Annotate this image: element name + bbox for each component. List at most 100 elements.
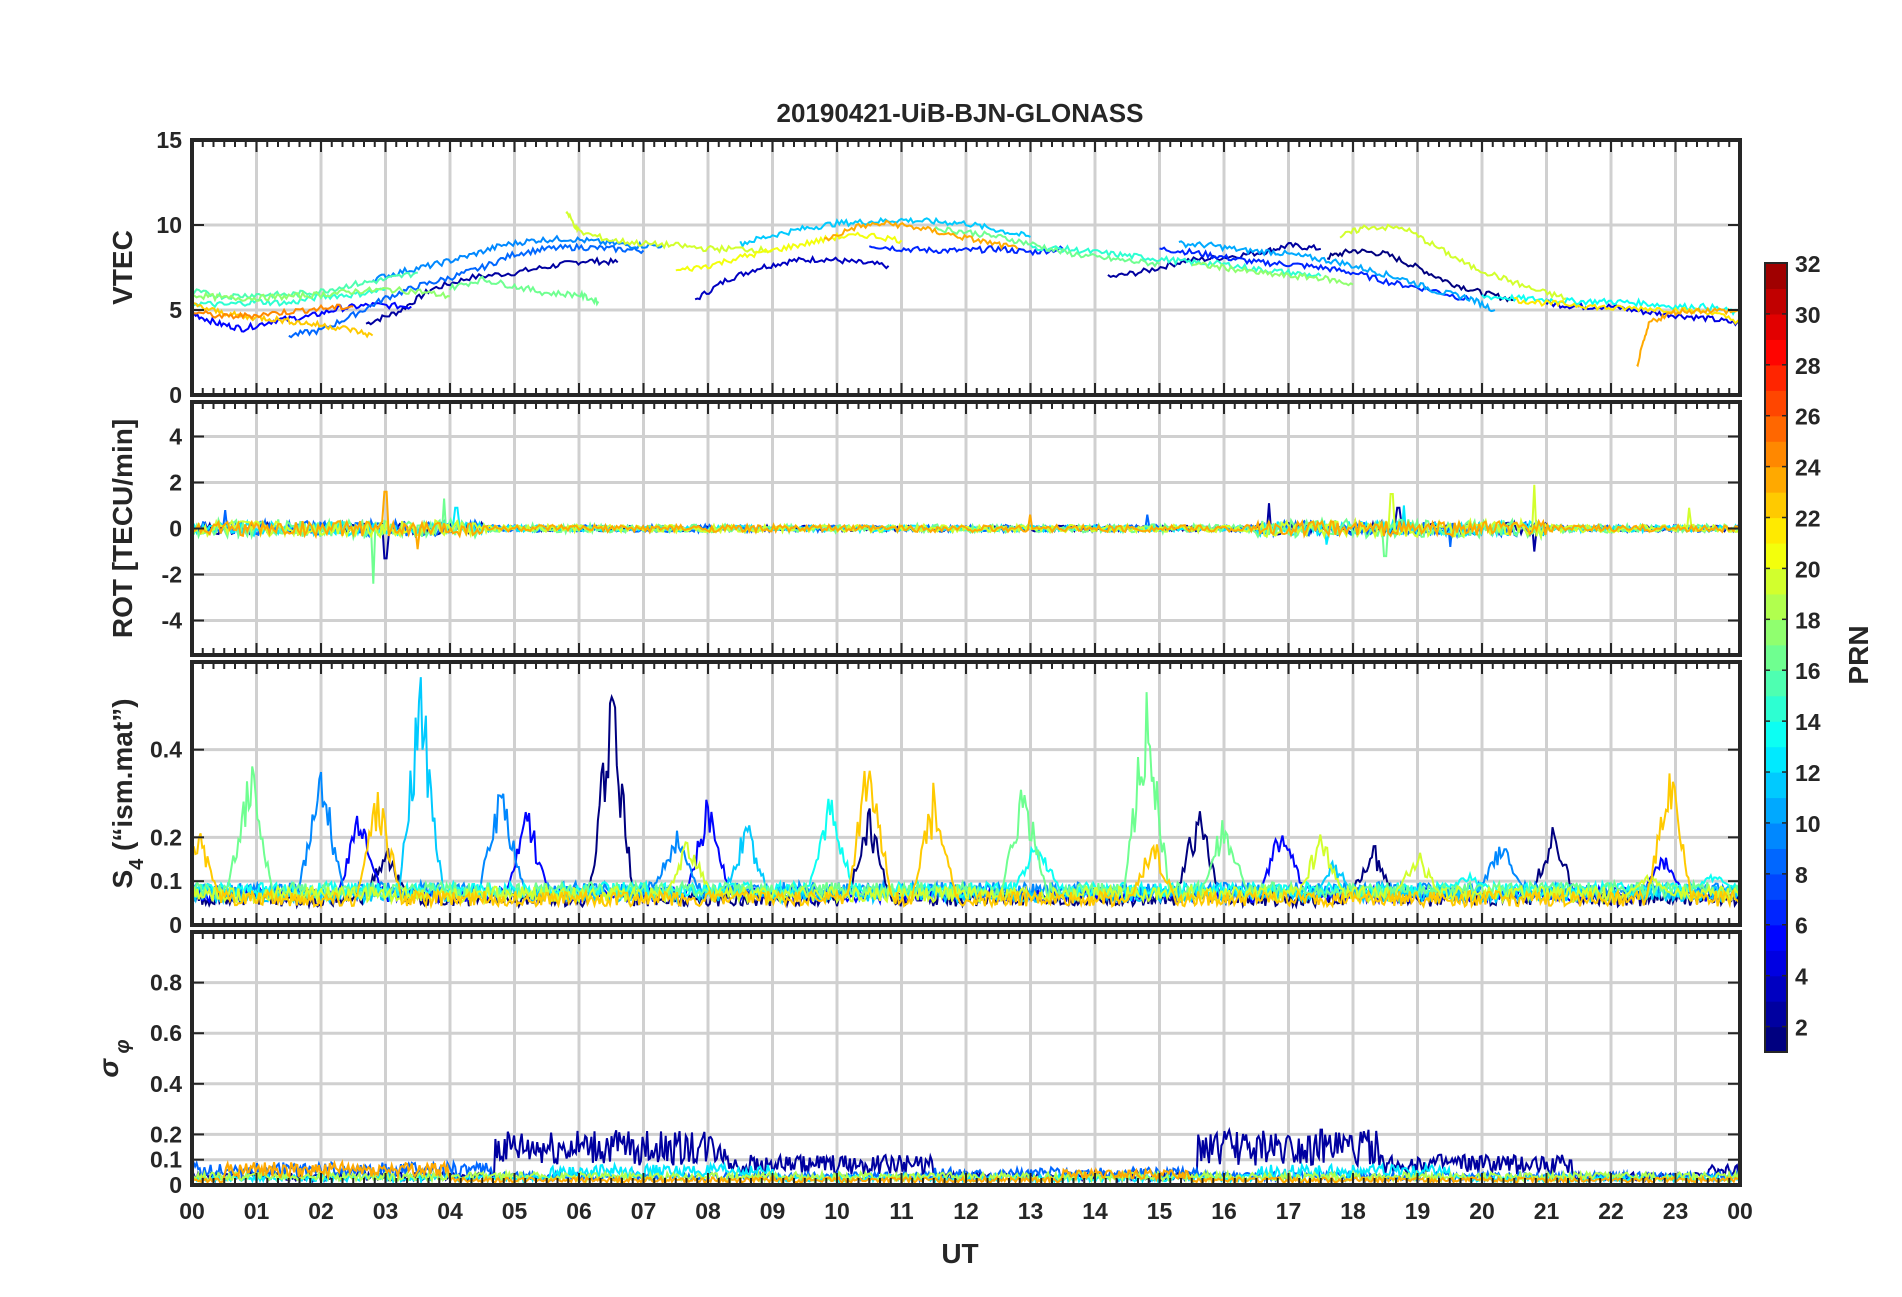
colorbar-tick-label: 16: [1795, 658, 1821, 684]
vtec-series-prn-9-9: [371, 234, 664, 284]
y-tick-label: 0: [169, 382, 182, 408]
x-tick-label: 05: [502, 1198, 528, 1224]
colorbar-segment: [1765, 466, 1787, 493]
y-tick-label: 5: [169, 297, 182, 323]
colorbar-segment: [1765, 746, 1787, 773]
vtec-series-prn-5-5: [192, 301, 412, 333]
y-tick-label: -4: [162, 608, 183, 634]
y-tick-label: 0.6: [150, 1020, 182, 1046]
y-tick-label: 0.1: [150, 1147, 182, 1173]
series-group: [192, 677, 1740, 910]
vtec-series-prn-17-18: [192, 285, 451, 303]
s4-series-prn-16-5: [192, 692, 1740, 901]
colorbar-label: PRN: [1843, 625, 1874, 684]
y-tick-label: 0.8: [150, 970, 182, 996]
colorbar-segment: [1765, 797, 1787, 824]
colorbar-segment: [1765, 568, 1787, 595]
x-tick-label: 08: [695, 1198, 721, 1224]
x-tick-label: 16: [1211, 1198, 1237, 1224]
vtec-series-prn-22-24: [192, 302, 374, 339]
colorbar-tick-label: 4: [1795, 964, 1808, 990]
colorbar-tick-label: 24: [1795, 455, 1821, 481]
colorbar-segment: [1765, 1001, 1787, 1028]
colorbar-tick-label: 26: [1795, 404, 1821, 430]
colorbar-tick-label: 18: [1795, 607, 1821, 633]
colorbar-segment: [1765, 441, 1787, 468]
vtec-series-prn-20-22: [675, 231, 903, 273]
chart-title: 20190421-UiB-BJN-GLONASS: [776, 98, 1143, 128]
colorbar-segment: [1765, 772, 1787, 799]
colorbar-segment: [1765, 924, 1787, 951]
colorbar-segment: [1765, 848, 1787, 875]
x-tick-label: 12: [953, 1198, 979, 1224]
y-tick-label: 0.1: [150, 868, 182, 894]
colorbar-tick-label: 6: [1795, 913, 1808, 939]
y-axis-label-rot: ROT [TECU/min]: [107, 419, 138, 638]
y-tick-label: 0: [169, 912, 182, 938]
colorbar-segment: [1765, 1026, 1787, 1053]
colorbar-segment: [1765, 263, 1787, 290]
colorbar-segment: [1765, 975, 1787, 1002]
x-tick-label: 04: [437, 1198, 463, 1224]
x-tick-label: 09: [760, 1198, 786, 1224]
y-tick-label: 2: [169, 470, 182, 496]
x-tick-label: 19: [1405, 1198, 1431, 1224]
vtec-series-prn-17-19: [1191, 261, 1354, 287]
x-tick-label: 23: [1663, 1198, 1689, 1224]
colorbar-segment: [1765, 950, 1787, 977]
y-tick-label: 4: [169, 424, 182, 450]
vtec-series-prn-19-21: [1339, 223, 1567, 301]
colorbar-segment: [1765, 492, 1787, 519]
vtec-series-prn-11-11: [739, 216, 1031, 249]
vtec-series-prn-16-16: [449, 275, 600, 307]
rot-series-prn-23-5: [192, 490, 1740, 550]
panel-sigma: 00.10.2 0.4 0.6 0.8 σ φ: [93, 930, 1742, 1198]
panel-vtec: 0 5 10 15 VTEC: [107, 127, 1742, 408]
x-tick-label: 01: [244, 1198, 270, 1224]
x-tick-label: 10: [824, 1198, 850, 1224]
y-tick-label: 15: [156, 127, 182, 153]
colorbar-segment: [1765, 899, 1787, 926]
x-tick-label: 00: [1727, 1198, 1753, 1224]
colorbar-segment: [1765, 339, 1787, 366]
vtec-series-prn-2-0: [365, 256, 619, 326]
panel-rot: -4 -2 0 2 4 ROT [TECU/min]: [107, 400, 1742, 657]
y-tick-label: 0: [169, 1172, 182, 1198]
vtec-series-prn-10-10: [1178, 240, 1496, 313]
y-tick-label: 0.2: [150, 1121, 182, 1147]
colorbar-segment: [1765, 390, 1787, 417]
colorbar-segment: [1765, 670, 1787, 697]
x-tick-label: 02: [308, 1198, 334, 1224]
colorbar-segment: [1765, 313, 1787, 340]
y-axis-label-vtec: VTEC: [107, 230, 138, 305]
colorbar-segment: [1765, 415, 1787, 442]
colorbar-segment: [1765, 644, 1787, 671]
vtec-series-prn-6-7: [1159, 246, 1470, 301]
colorbar-segment: [1765, 364, 1787, 391]
colorbar-tick-label: 32: [1795, 251, 1821, 277]
colorbar-segment: [1765, 593, 1787, 620]
colorbar-tick-label: 2: [1795, 1015, 1808, 1041]
colorbar-segment: [1765, 695, 1787, 722]
x-axis: 00 01 02 03 04 05 06 07 08 09 10 11 12 13 14 15 16 17 18 19…: [179, 1198, 1753, 1224]
colorbar-segment: [1765, 619, 1787, 646]
vtec-series-prn-19-20: [565, 210, 773, 254]
x-tick-label: 00: [179, 1198, 205, 1224]
colorbar-segment: [1765, 542, 1787, 570]
x-tick-label: 20: [1469, 1198, 1495, 1224]
series-group: [192, 210, 1740, 368]
x-tick-label: 13: [1018, 1198, 1044, 1224]
x-tick-label: 11: [889, 1198, 914, 1224]
x-axis-label: UT: [941, 1238, 978, 1269]
y-tick-label: -2: [162, 562, 182, 588]
panel-s4: 0 0.1 0.2 0.4S4 (“ism.mat”): [107, 660, 1742, 938]
y-axis-label-sigma: σ φ: [93, 1039, 134, 1077]
x-tick-label: 22: [1598, 1198, 1624, 1224]
colorbar-tick-label: 8: [1795, 862, 1808, 888]
colorbar-segment: [1765, 822, 1787, 849]
colorbar-segment: [1765, 288, 1787, 315]
y-tick-label: 0: [169, 516, 182, 542]
y-tick-label: 0.2: [150, 824, 182, 850]
